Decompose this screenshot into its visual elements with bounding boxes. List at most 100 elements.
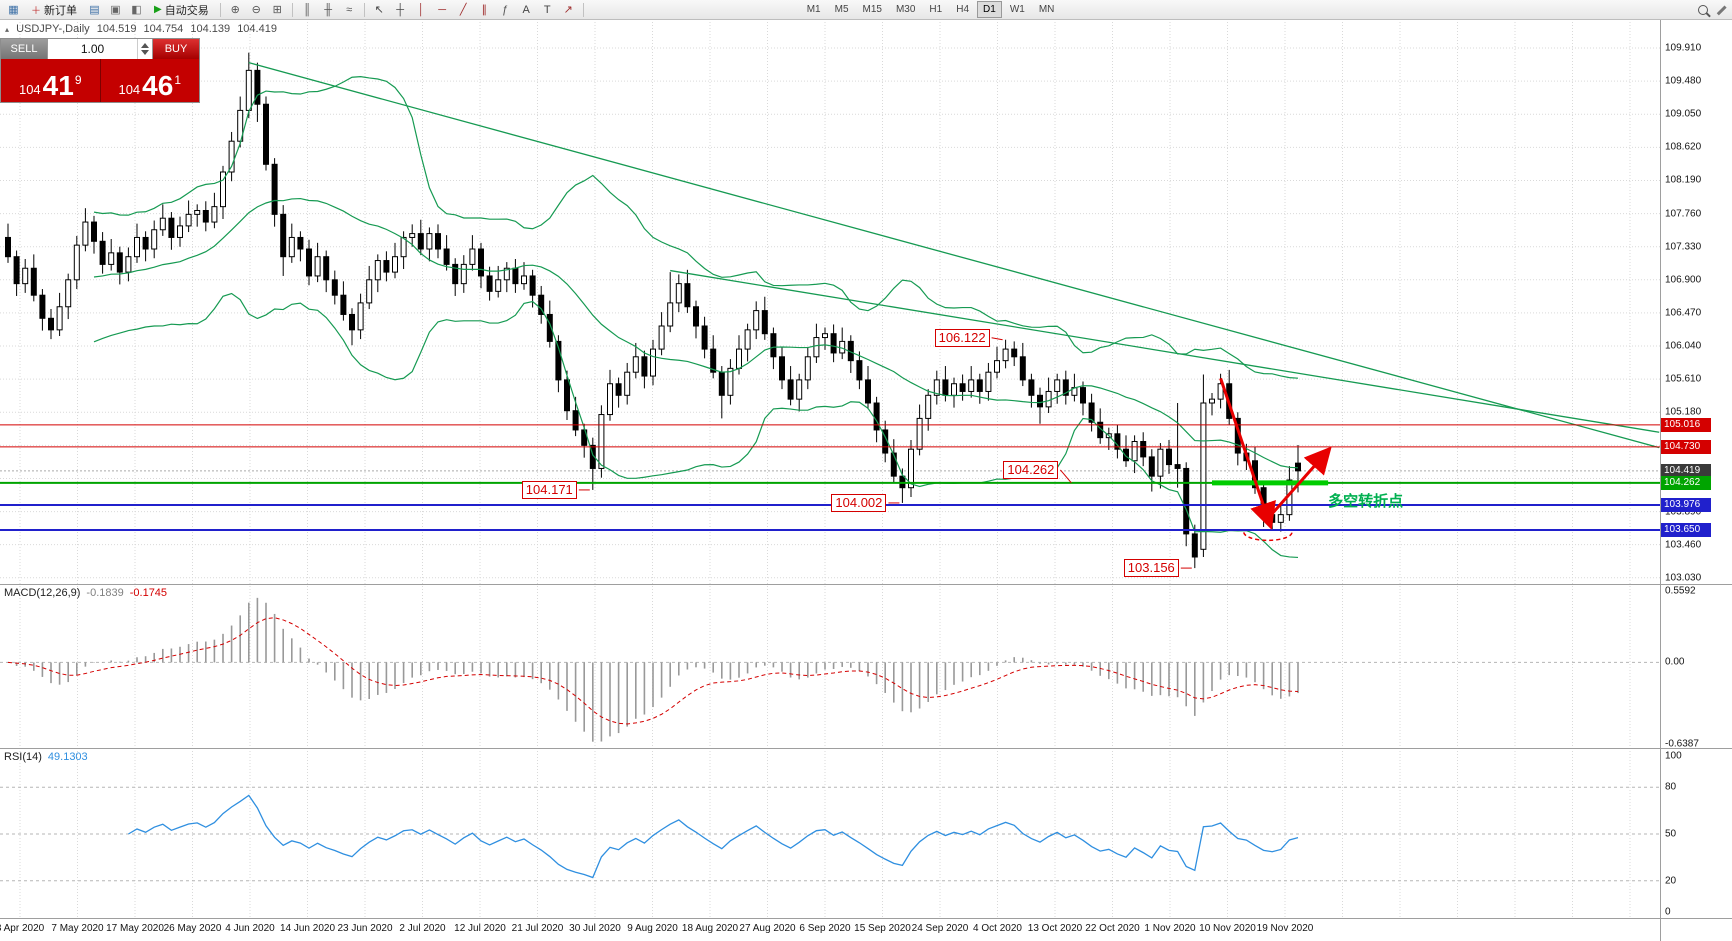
price-axis-label: 107.330 — [1665, 241, 1702, 253]
price-axis-label: 108.190 — [1665, 174, 1702, 186]
date-axis-label: 26 May 2020 — [163, 923, 222, 934]
crosshair-icon[interactable]: ┼ — [396, 3, 405, 16]
price-callout-label[interactable]: 103.156 — [1123, 559, 1179, 578]
price-callout-label[interactable]: 104.002 — [831, 493, 887, 512]
buy-price-pip: 1 — [174, 73, 182, 87]
tile-windows-icon[interactable]: ⊞ — [272, 4, 282, 16]
zoom-in-icon[interactable]: ⊕ — [230, 4, 240, 16]
price-axis-label: 106.470 — [1665, 307, 1702, 319]
rsi-axis-label: 80 — [1665, 781, 1677, 793]
date-axis-label: 14 Jun 2020 — [279, 923, 336, 934]
buy-price-prefix: 104 — [118, 82, 141, 97]
date-axis-label: 2 Jul 2020 — [399, 923, 446, 934]
auto-trading-button-icon: ▶ — [154, 4, 162, 15]
timeframe-button-mn[interactable]: MN — [1038, 4, 1055, 15]
volume-decrease-button[interactable] — [141, 50, 149, 55]
price-callout-label[interactable]: 106.122 — [934, 328, 990, 347]
date-axis-label: 8 Apr 2020 — [0, 923, 45, 934]
price-tag: 105.016 — [1661, 417, 1711, 432]
ohlc-high: 104.754 — [143, 23, 184, 35]
timeframe-button-m1[interactable]: M1 — [806, 4, 821, 15]
rsi-axis-label: 50 — [1665, 828, 1677, 840]
buy-price-panel[interactable]: 104 46 1 — [100, 59, 199, 102]
new-order-button-label: 新订单 — [44, 4, 77, 17]
timeframe-button-h4[interactable]: H4 — [956, 4, 970, 15]
toolbar-separator — [219, 2, 221, 17]
price-callout-label[interactable]: 104.171 — [521, 480, 577, 499]
price-axis-label: 105.180 — [1665, 406, 1702, 418]
timeframe-button-m30[interactable]: M30 — [895, 4, 916, 15]
symbol-name: USDJPY-,Daily — [16, 23, 90, 35]
horizontal-line-icon[interactable]: ─ — [438, 3, 447, 16]
timeframe-button-m15[interactable]: M15 — [862, 4, 882, 15]
timeframe-button-h1[interactable]: H1 — [929, 4, 943, 15]
rsi-pane-separator[interactable] — [0, 748, 1732, 749]
trendline-icon[interactable]: ╱ — [459, 4, 467, 16]
macd-pane-separator[interactable] — [0, 584, 1732, 585]
sell-button[interactable]: SELL — [1, 39, 47, 59]
price-axis-label: 109.910 — [1665, 42, 1702, 54]
arrows-icon[interactable]: ↗ — [563, 4, 573, 16]
new-order-button-icon: ＋ — [31, 6, 41, 17]
price-axis-label: 109.050 — [1665, 108, 1702, 120]
vertical-line-icon[interactable]: │ — [417, 3, 425, 16]
date-axis-label: 24 Sep 2020 — [911, 923, 969, 934]
date-axis-label: 9 Aug 2020 — [627, 923, 678, 934]
price-axis-separator — [1660, 19, 1661, 941]
main-toolbar: ▦ ＋新订单 ▤ ▣ ◧ ▶ 自动交易 ⊕ ⊖ ⊞ ║ ╫ ≈ ↖ ┼ │ ─ ╱ ∥ ƒ A T ↗ M1 M5 M15 M30 H… — [0, 0, 1732, 20]
buy-button[interactable]: BUY — [153, 39, 199, 59]
sell-price-panel[interactable]: 104 41 9 — [1, 59, 100, 102]
sell-price-prefix: 104 — [18, 82, 41, 97]
sell-price-pip: 9 — [74, 73, 82, 87]
market-watch-icon[interactable]: ▤ — [89, 4, 100, 16]
price-axis-label: 103.460 — [1665, 539, 1702, 551]
toolbar-separator — [291, 2, 293, 17]
volume-increase-button[interactable] — [141, 43, 149, 48]
data-window-icon[interactable]: ▣ — [110, 4, 121, 16]
one-click-trading-panel: SELL 1.00 BUY 104 41 9 104 46 1 — [0, 38, 200, 103]
edit-icon[interactable] — [1716, 4, 1728, 16]
timeframe-button-d1[interactable]: D1 — [977, 1, 1002, 18]
search-icon[interactable] — [1698, 4, 1708, 15]
macd-signal-value: -0.1745 — [129, 587, 168, 599]
price-axis-label: 106.900 — [1665, 274, 1702, 286]
ohlc-open: 104.519 — [96, 23, 137, 35]
line-chart-mode-icon[interactable]: ≈ — [346, 3, 353, 16]
macd-name: MACD(12,26,9) — [4, 587, 81, 599]
date-axis-separator — [0, 918, 1732, 919]
bar-chart-mode-icon[interactable]: ║ — [303, 3, 312, 16]
rsi-axis-label: 100 — [1665, 750, 1682, 762]
date-axis-label: 19 Nov 2020 — [1256, 923, 1314, 934]
equidistant-channel-icon[interactable]: ∥ — [481, 4, 487, 16]
date-axis-label: 4 Jun 2020 — [225, 923, 275, 934]
pivot-note-text[interactable]: 多空转折点 — [1328, 493, 1404, 511]
price-axis-label: 107.760 — [1665, 208, 1702, 220]
timeframe-button-w1[interactable]: W1 — [1009, 4, 1025, 15]
price-axis-label: 109.480 — [1665, 75, 1702, 87]
new-chart-icon[interactable]: ▦ — [8, 4, 19, 16]
date-axis-label: 10 Nov 2020 — [1199, 923, 1256, 934]
timeframe-button-m5[interactable]: M5 — [834, 4, 849, 15]
new-order-button[interactable]: ＋新订单 — [25, 2, 83, 18]
macd-indicator-label: MACD(12,26,9) -0.1839 -0.1745 — [4, 587, 167, 599]
price-axis-label: 108.620 — [1665, 141, 1702, 153]
macd-axis-label: 0.5592 — [1665, 585, 1696, 597]
symbol-marker-icon: ▴ — [5, 25, 10, 34]
price-tag: 103.976 — [1661, 497, 1711, 512]
zoom-out-icon[interactable]: ⊖ — [251, 4, 261, 16]
toolbar-separator — [363, 2, 365, 17]
date-axis-label: 18 Aug 2020 — [681, 923, 739, 934]
text-icon[interactable]: A — [522, 3, 530, 16]
volume-input[interactable]: 1.00 — [47, 39, 153, 59]
fibonacci-icon[interactable]: ƒ — [502, 3, 509, 16]
macd-main-value: -0.1839 — [86, 587, 124, 599]
text-label-icon[interactable]: T — [543, 3, 551, 16]
candlestick-mode-icon[interactable]: ╫ — [324, 3, 333, 16]
navigator-icon[interactable]: ◧ — [131, 4, 142, 16]
price-callout-label[interactable]: 104.262 — [1003, 460, 1059, 479]
auto-trading-button[interactable]: ▶ 自动交易 — [148, 2, 215, 18]
volume-spinner — [137, 39, 152, 59]
cursor-icon[interactable]: ↖ — [374, 4, 384, 16]
price-axis-label: 106.040 — [1665, 340, 1702, 352]
